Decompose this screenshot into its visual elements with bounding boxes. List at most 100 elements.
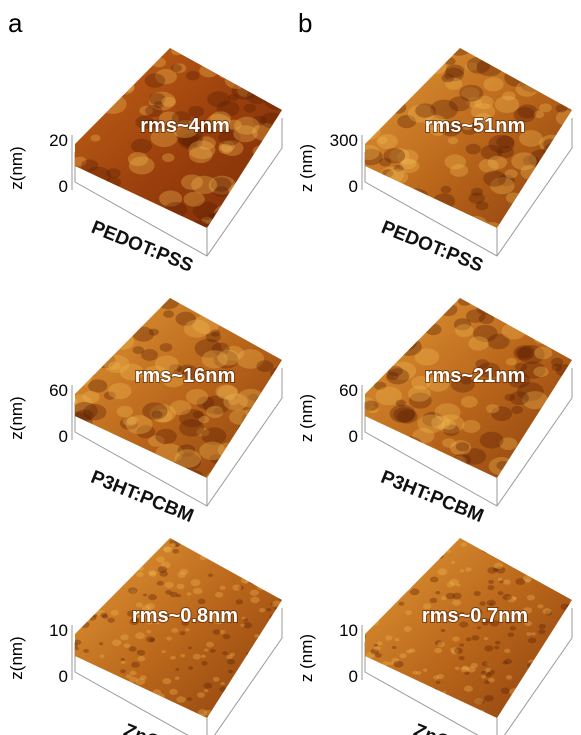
texture [258,212,275,224]
texture [83,649,89,653]
texture [257,50,274,62]
texture [117,406,133,417]
texture [241,547,246,551]
texture [459,85,483,102]
texture [94,49,113,62]
texture [376,298,389,307]
texture [437,642,445,647]
texture [169,689,178,695]
rms-label: rms~51nm [425,115,526,137]
z-label: z (nm) [297,634,316,682]
texture [160,343,173,352]
texture [204,710,213,716]
texture [445,154,466,169]
texture [548,708,554,712]
texture [240,566,249,573]
texture [538,629,545,634]
texture [271,688,275,691]
texture [278,571,284,575]
texture [198,599,206,605]
texture [552,310,563,318]
texture [357,694,364,699]
texture [72,402,98,420]
texture [106,177,121,188]
texture [442,691,446,694]
texture [365,587,371,592]
texture [446,550,451,553]
texture [141,349,158,361]
texture [219,70,231,79]
texture [365,44,383,56]
texture [551,80,566,90]
texture [259,702,265,706]
texture [100,612,107,617]
texture [399,706,404,710]
texture [497,578,502,582]
texture [184,320,210,338]
texture [270,367,289,380]
texture [230,653,235,657]
texture [452,636,459,641]
texture [550,473,573,489]
texture [144,209,168,226]
texture [524,468,537,477]
texture [481,671,486,675]
texture [526,632,531,636]
texture [551,453,575,469]
afm-image: 3000z (nm)rms~51nmPEDOT:PSS [297,37,581,277]
texture [262,194,274,203]
texture [561,381,573,389]
texture [128,587,137,593]
texture [567,718,572,722]
texture [161,650,165,653]
texture [551,480,561,487]
texture [135,632,145,639]
texture [113,714,122,720]
texture [117,555,126,561]
texture [540,658,545,662]
texture [136,572,144,577]
texture [149,638,155,642]
texture [550,82,563,91]
material-label: ZnO [121,720,164,735]
texture [111,610,119,616]
texture [138,656,146,661]
texture [451,561,455,564]
texture [215,592,223,598]
texture [270,614,278,619]
texture [545,164,556,172]
texture [92,701,101,707]
z-tick: 0 [349,667,358,686]
texture [413,464,428,475]
texture [179,569,188,575]
texture [482,661,489,666]
texture [112,568,116,571]
texture [517,68,528,75]
z-tick: 0 [59,177,68,196]
z-tick: 0 [59,667,68,686]
texture [403,188,429,206]
texture [221,208,232,216]
texture [474,698,483,704]
texture [277,551,281,554]
texture [76,49,88,57]
texture [104,355,130,373]
texture [256,290,282,308]
texture [273,76,295,91]
texture [549,680,556,685]
texture [199,64,218,77]
texture [562,537,572,544]
texture [448,137,458,144]
texture [171,47,183,55]
texture [250,590,259,596]
texture [410,545,415,548]
texture [555,42,566,49]
texture [96,581,104,587]
texture [406,706,414,712]
texture [256,288,283,307]
texture [512,212,524,220]
texture [513,345,535,360]
texture [460,569,464,572]
texture [509,391,528,405]
texture [93,614,97,617]
